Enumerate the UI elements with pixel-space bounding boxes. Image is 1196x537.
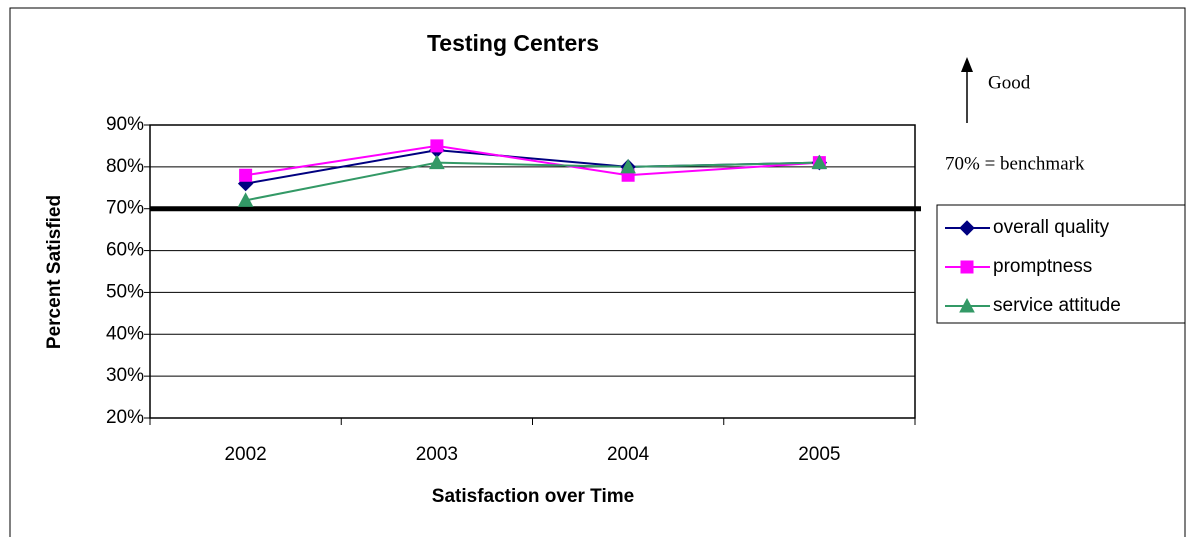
x-tick-label: 2005 [798, 444, 840, 465]
series-line [245, 161, 820, 202]
marker [811, 154, 828, 170]
chart-title: Testing Centers [427, 30, 599, 56]
legend-box [936, 204, 1186, 324]
y-tick-label: 80% [106, 156, 144, 177]
y-tick-label: 50% [106, 281, 144, 302]
legend-marker [959, 297, 975, 313]
y-tick-label: 20% [106, 407, 144, 428]
legend-marker [959, 220, 975, 236]
plot-area [149, 124, 916, 419]
benchmark-label: 70% = benchmark [945, 153, 1085, 174]
y-tick-label: 90% [106, 114, 144, 135]
y-tick-label: 70% [106, 198, 144, 219]
arrow-head [961, 57, 973, 72]
series-line [245, 144, 820, 177]
legend-label: promptness [993, 256, 1092, 277]
annotation: Good [988, 72, 1031, 93]
legend-marker [960, 260, 974, 274]
y-tick-label: 60% [106, 240, 144, 261]
x-tick-label: 2003 [416, 444, 458, 465]
y-tick-label: 40% [106, 323, 144, 344]
x-tick-label: 2004 [607, 444, 650, 465]
y-tick-label: 30% [106, 365, 144, 386]
marker [429, 154, 445, 170]
legend-label: overall quality [993, 217, 1110, 238]
x-axis-title: Satisfaction over Time [432, 486, 634, 507]
marker [430, 139, 444, 153]
marker [620, 158, 636, 174]
x-tick-label: 2002 [224, 444, 266, 465]
legend-label: service attitude [993, 295, 1121, 316]
marker [237, 192, 254, 207]
marker [239, 168, 253, 182]
y-axis-title: Percent Satisfied [44, 195, 65, 349]
